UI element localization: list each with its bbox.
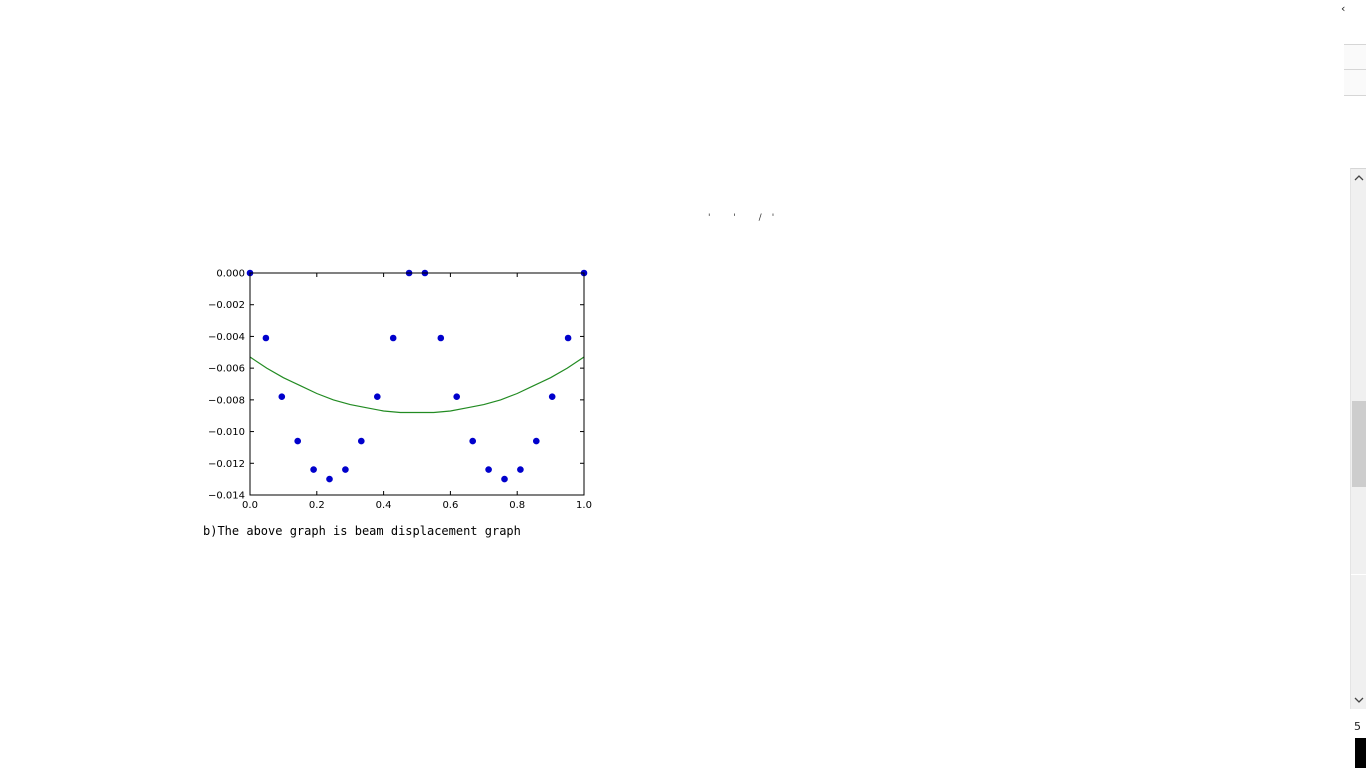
data-point [548,393,556,400]
y-tick-label: −0.014 [208,491,245,502]
data-point [469,437,477,445]
data-point [342,466,349,473]
chart-svg: 0.0 0.2 0.4 0.6 0.8 1.0 0.000 −0.002 −0.004 −0.00… [208,269,592,512]
render-artifact-text: ' ' /' [708,213,785,223]
y-tick-label: −0.006 [208,364,245,375]
x-tick-label: 0.2 [309,500,325,511]
y-tick-label: −0.012 [208,459,245,470]
x-tick-label: 1.0 [576,500,592,511]
data-point [453,393,461,400]
y-tick-label: 0.000 [216,269,245,280]
beam-displacement-chart: 0.0 0.2 0.4 0.6 0.8 1.0 0.000 −0.002 −0.004 −0.00… [196,262,606,518]
data-point [501,475,508,483]
data-point [262,334,270,342]
graph-caption: b)The above graph is beam displacement g… [203,524,521,538]
chevron-up-icon[interactable] [1351,171,1366,187]
data-point [564,334,572,342]
scrollbar-thumb[interactable] [1352,401,1366,487]
y-tick-label: −0.002 [208,300,245,311]
data-point [278,393,286,400]
series-line [249,356,585,414]
data-point [358,437,365,445]
side-panel-divider [1344,69,1366,70]
y-tick-label: −0.004 [208,332,245,343]
data-point [437,334,445,342]
y-tick-label: −0.010 [208,427,245,438]
side-panel-tab[interactable] [1344,44,1366,96]
window-corner-glyph: ‹ [1341,2,1346,15]
plot-frame [249,272,585,496]
data-point [485,466,492,473]
x-tick-label: 0.8 [509,500,525,511]
x-tick-label: 0.0 [242,500,258,511]
data-point [326,475,333,483]
data-point [294,437,301,445]
x-tick-label: 0.4 [376,500,392,511]
scrollbar-gap [1351,574,1366,575]
data-point [533,437,540,445]
data-point [374,393,381,400]
y-tick-label: −0.008 [208,395,245,406]
data-point [389,334,397,342]
data-point [517,466,524,473]
data-point [310,466,317,473]
corner-number: 5 [1354,720,1361,733]
corner-block [1355,738,1366,768]
x-tick-label: 0.6 [442,500,458,511]
vertical-scrollbar[interactable] [1350,168,1366,709]
chevron-down-icon[interactable] [1351,693,1366,709]
